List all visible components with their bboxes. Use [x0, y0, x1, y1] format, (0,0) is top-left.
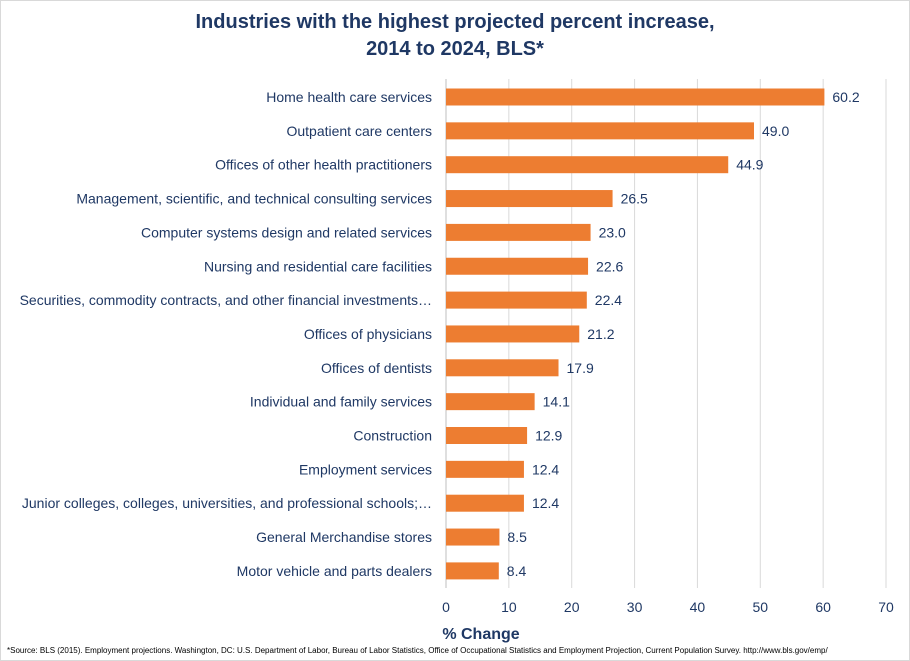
category-label-4: Computer systems design and related serv… [141, 224, 432, 240]
value-label-11: 12.4 [532, 461, 559, 477]
category-label-13: General Merchandise stores [256, 529, 432, 545]
bar-3 [446, 190, 613, 208]
value-label-14: 8.4 [507, 563, 527, 579]
bar-7 [446, 325, 580, 343]
category-label-12: Junior colleges, colleges, universities,… [22, 495, 432, 511]
bar-13 [446, 528, 500, 546]
bar-11 [446, 460, 524, 478]
bar-6 [446, 291, 587, 309]
x-axis-title: % Change [442, 626, 519, 643]
category-label-1: Outpatient care centers [286, 123, 432, 139]
bar-0 [446, 88, 825, 106]
category-label-14: Motor vehicle and parts dealers [237, 563, 432, 579]
value-label-8: 17.9 [567, 360, 594, 376]
x-tick-label-3: 30 [627, 599, 643, 615]
bar-2 [446, 156, 729, 174]
category-label-5: Nursing and residential care facilities [204, 258, 432, 274]
value-label-0: 60.2 [832, 89, 859, 105]
bar-9 [446, 393, 535, 411]
category-label-11: Employment services [299, 461, 432, 477]
value-label-2: 44.9 [736, 157, 763, 173]
x-tick-label-7: 70 [878, 599, 894, 615]
value-label-12: 12.4 [532, 495, 559, 511]
chart-title-line-2: 2014 to 2024, BLS* [366, 38, 544, 60]
bar-8 [446, 359, 559, 377]
category-label-6: Securities, commodity contracts, and oth… [20, 292, 432, 308]
bar-14 [446, 562, 499, 580]
category-label-9: Individual and family services [250, 394, 432, 410]
category-label-7: Offices of physicians [304, 326, 432, 342]
value-label-5: 22.6 [596, 258, 623, 274]
chart-title: Industries with the highest projected pe… [1, 9, 909, 63]
x-tick-label-4: 40 [690, 599, 706, 615]
value-label-13: 8.5 [507, 529, 527, 545]
category-label-10: Construction [353, 428, 432, 444]
bar-12 [446, 494, 524, 512]
value-label-9: 14.1 [543, 394, 570, 410]
category-label-3: Management, scientific, and technical co… [76, 191, 432, 207]
bar-5 [446, 257, 589, 275]
value-label-10: 12.9 [535, 428, 562, 444]
bar-1 [446, 122, 754, 140]
bar-10 [446, 427, 528, 444]
value-label-4: 23.0 [599, 224, 626, 240]
x-tick-label-1: 10 [501, 599, 517, 615]
category-label-2: Offices of other health practitioners [215, 157, 432, 173]
x-tick-label-2: 20 [564, 599, 580, 615]
x-tick-label-6: 60 [815, 599, 831, 615]
value-label-6: 22.4 [595, 292, 622, 308]
x-tick-label-5: 50 [752, 599, 768, 615]
value-label-3: 26.5 [621, 191, 648, 207]
value-label-1: 49.0 [762, 123, 789, 139]
category-label-0: Home health care services [266, 89, 432, 105]
bar-4 [446, 223, 591, 241]
x-tick-label-0: 0 [442, 599, 450, 615]
chart-title-line-1: Industries with the highest projected pe… [195, 11, 715, 33]
value-label-7: 21.2 [587, 326, 614, 342]
category-label-8: Offices of dentists [321, 360, 432, 376]
source-note: *Source: BLS (2015). Employment projecti… [7, 646, 828, 655]
